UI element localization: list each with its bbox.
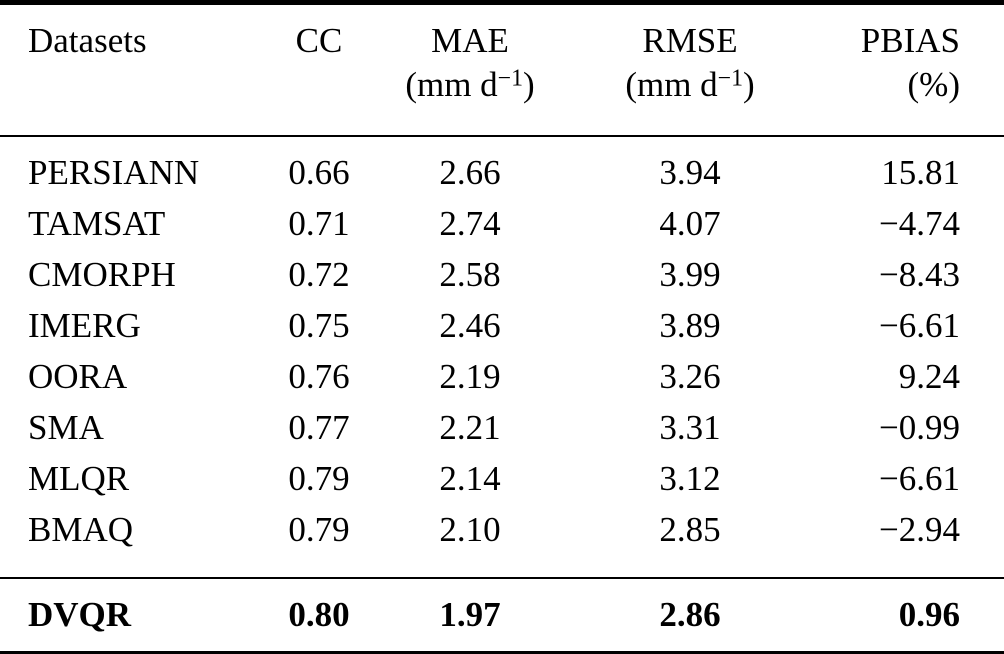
dataset-name-cell: SMA — [28, 407, 104, 447]
cc-value-cell: 0.76 — [288, 356, 350, 396]
rmse-value-cell: 2.85 — [659, 509, 721, 549]
table-row: SMA 0.77 2.21 3.31 −0.99 — [0, 402, 1004, 453]
rmse-value-cell: 3.26 — [659, 356, 721, 396]
unit-cc — [268, 65, 370, 136]
dataset-name-cell: TAMSAT — [28, 203, 166, 243]
dataset-name-cell: MLQR — [28, 458, 130, 498]
mae-value-cell: 2.66 — [439, 152, 501, 192]
unit-mae: (mm d−1) — [405, 65, 535, 104]
mae-value-cell: 2.74 — [439, 203, 501, 243]
mae-value-cell: 2.14 — [439, 458, 501, 498]
mae-value-cell: 1.97 — [439, 595, 501, 634]
column-header-pbias: PBIAS — [860, 21, 960, 60]
cc-value-cell: 0.77 — [288, 407, 350, 447]
table-row: CMORPH 0.72 2.58 3.99 −8.43 — [0, 249, 1004, 300]
unit-pbias: (%) — [907, 65, 960, 104]
dataset-name-cell: DVQR — [28, 595, 132, 634]
superscript-exponent: −1 — [717, 65, 744, 92]
mae-value-cell: 2.46 — [439, 305, 501, 345]
table-body: PERSIANN 0.66 2.66 3.94 15.81 TAMSAT 0.7… — [0, 136, 1004, 578]
header-labels-row: Datasets CC MAE RMSE PBIAS — [0, 3, 1004, 66]
dataset-name-cell: OORA — [28, 356, 128, 396]
pbias-value-cell: −0.99 — [879, 407, 960, 447]
column-header-mae: MAE — [431, 21, 509, 60]
rmse-value-cell: 4.07 — [659, 203, 721, 243]
summary-row: DVQR 0.80 1.97 2.86 0.96 — [0, 578, 1004, 653]
table-row: TAMSAT 0.71 2.74 4.07 −4.74 — [0, 198, 1004, 249]
table-row: MLQR 0.79 2.14 3.12 −6.61 — [0, 453, 1004, 504]
header-units-row: (mm d−1) (mm d−1) (%) — [0, 65, 1004, 136]
table-row: OORA 0.76 2.19 3.26 9.24 — [0, 351, 1004, 402]
column-header-datasets: Datasets — [28, 21, 147, 60]
table-row: PERSIANN 0.66 2.66 3.94 15.81 — [0, 136, 1004, 198]
table-row: IMERG 0.75 2.46 3.89 −6.61 — [0, 300, 1004, 351]
table-header: Datasets CC MAE RMSE PBIAS (mm d−1) (mm … — [0, 3, 1004, 136]
pbias-value-cell: 15.81 — [881, 152, 960, 192]
rmse-value-cell: 3.89 — [659, 305, 721, 345]
mae-value-cell: 2.21 — [439, 407, 501, 447]
cc-value-cell: 0.75 — [288, 305, 350, 345]
pbias-value-cell: 0.96 — [898, 595, 960, 634]
dataset-name-cell: CMORPH — [28, 254, 176, 294]
table-row: BMAQ 0.79 2.10 2.85 −2.94 — [0, 504, 1004, 578]
dataset-name-cell: PERSIANN — [28, 152, 200, 192]
mae-value-cell: 2.19 — [439, 356, 501, 396]
cc-value-cell: 0.79 — [288, 509, 350, 549]
rmse-value-cell: 3.12 — [659, 458, 721, 498]
summary-section: DVQR 0.80 1.97 2.86 0.96 — [0, 578, 1004, 653]
cc-value-cell: 0.72 — [288, 254, 350, 294]
unit-rmse: (mm d−1) — [625, 65, 755, 104]
pbias-value-cell: −6.61 — [879, 305, 960, 345]
cc-value-cell: 0.80 — [288, 595, 350, 634]
pbias-value-cell: −4.74 — [879, 203, 960, 243]
pbias-value-cell: −2.94 — [879, 509, 960, 549]
unit-datasets — [0, 65, 268, 136]
dataset-name-cell: IMERG — [28, 305, 141, 345]
column-header-cc: CC — [295, 21, 343, 60]
mae-value-cell: 2.58 — [439, 254, 501, 294]
cc-value-cell: 0.79 — [288, 458, 350, 498]
rmse-value-cell: 2.86 — [659, 595, 721, 634]
rmse-value-cell: 3.99 — [659, 254, 721, 294]
pbias-value-cell: 9.24 — [898, 356, 960, 396]
cc-value-cell: 0.66 — [288, 152, 350, 192]
superscript-exponent: −1 — [497, 65, 524, 92]
dataset-name-cell: BMAQ — [28, 509, 134, 549]
rmse-value-cell: 3.31 — [659, 407, 721, 447]
rmse-value-cell: 3.94 — [659, 152, 721, 192]
column-header-rmse: RMSE — [642, 21, 738, 60]
pbias-value-cell: −6.61 — [879, 458, 960, 498]
cc-value-cell: 0.71 — [288, 203, 350, 243]
mae-value-cell: 2.10 — [439, 509, 501, 549]
pbias-value-cell: −8.43 — [879, 254, 960, 294]
